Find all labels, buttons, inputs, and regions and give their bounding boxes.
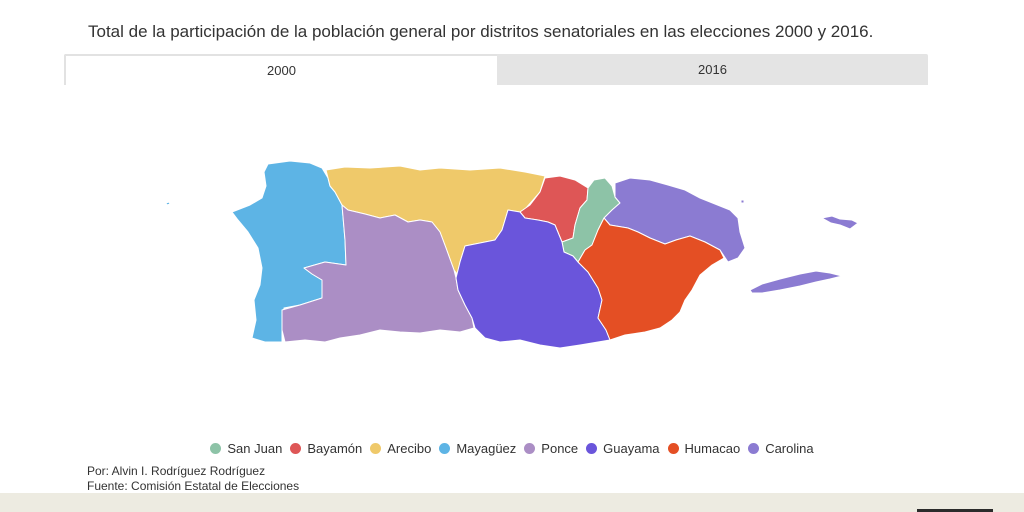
footer-button[interactable] <box>917 509 993 512</box>
legend-dot-icon <box>667 443 679 454</box>
legend-label: Humacao <box>684 441 741 456</box>
author-credit: Por: Alvin I. Rodríguez Rodríguez <box>87 464 266 478</box>
legend-item-mayaguez[interactable]: Mayagüez <box>439 441 516 456</box>
source-credit: Fuente: Comisión Estatal de Elecciones <box>87 479 300 493</box>
tab-2016[interactable]: 2016 <box>497 54 928 85</box>
legend-item-humacao[interactable]: Humacao <box>667 441 741 456</box>
legend-label: San Juan <box>227 441 283 456</box>
legend-dot-icon <box>210 443 222 454</box>
legend-dot-icon <box>586 443 598 454</box>
legend-label: Bayamón <box>307 441 363 456</box>
legend-item-bayamon[interactable]: Bayamón <box>290 441 362 456</box>
credits: Por: Alvin I. Rodríguez Rodríguez Fuente… <box>87 464 299 494</box>
legend-label: Carolina <box>765 441 814 456</box>
legend-item-ponce[interactable]: Ponce <box>524 441 578 456</box>
district-ponce[interactable] <box>281 204 475 343</box>
district-humacao[interactable] <box>577 217 725 341</box>
puerto-rico-map <box>0 100 1024 430</box>
legend-dot-icon <box>370 443 382 454</box>
legend-label: Ponce <box>541 441 579 456</box>
legend-item-san-juan[interactable]: San Juan <box>210 441 282 456</box>
legend-dot-icon <box>524 443 536 454</box>
legend-label: Mayagüez <box>456 441 517 456</box>
legend-item-arecibo[interactable]: Arecibo <box>370 441 431 456</box>
district-guayama[interactable] <box>455 209 611 349</box>
legend-item-carolina[interactable]: Carolina <box>748 441 814 456</box>
legend-label: Guayama <box>603 441 660 456</box>
legend-dot-icon <box>290 443 302 454</box>
legend-dot-icon <box>439 443 451 454</box>
legend-label: Arecibo <box>387 441 432 456</box>
footer-bar <box>0 493 1024 512</box>
year-tabs: 2000 2016 <box>64 54 928 85</box>
legend-dot-icon <box>748 443 760 454</box>
map-legend: San Juan Bayamón Arecibo Mayagüez Ponce … <box>0 441 1024 456</box>
legend-item-guayama[interactable]: Guayama <box>586 441 660 456</box>
chart-title: Total de la participación de la població… <box>88 22 874 41</box>
tab-2000[interactable]: 2000 <box>64 54 497 85</box>
